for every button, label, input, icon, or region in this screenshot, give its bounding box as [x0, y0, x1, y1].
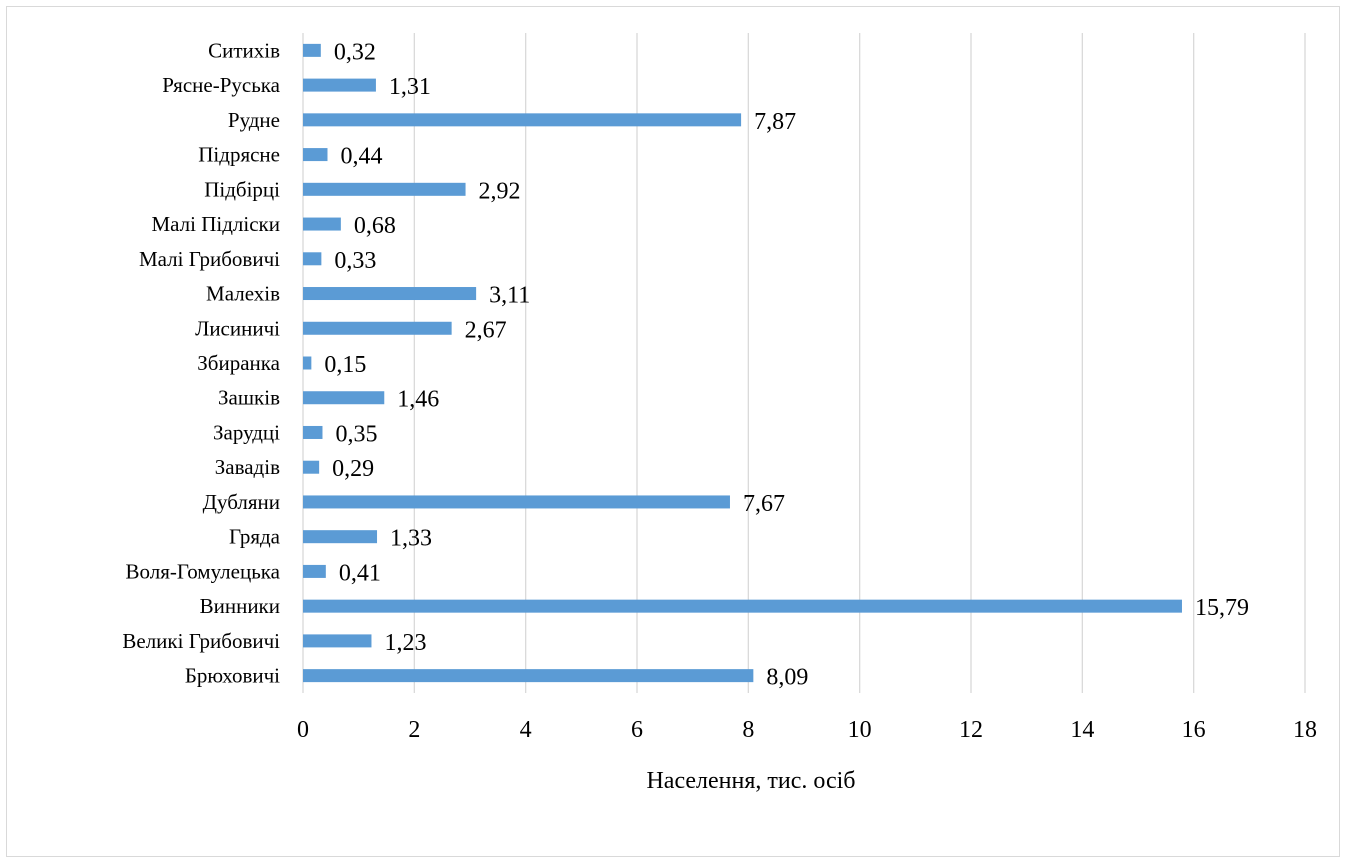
category-label: Підбірці [204, 177, 280, 201]
category-label: Воля-Гомулецька [126, 559, 281, 583]
value-label: 1,46 [397, 387, 439, 413]
value-label: 0,41 [339, 560, 381, 586]
chart-frame [6, 6, 1340, 857]
x-tick-label: 8 [742, 717, 754, 743]
value-label: 0,35 [335, 421, 377, 447]
value-label: 3,11 [489, 283, 530, 309]
category-label: Малі Грибовичі [139, 247, 280, 271]
bar [303, 78, 376, 92]
bar [303, 321, 452, 335]
value-label: 2,67 [465, 317, 507, 343]
category-label: Малехів [206, 282, 280, 306]
gridlines [302, 33, 1306, 693]
value-label: 1,33 [390, 526, 432, 552]
x-tick-label: 18 [1293, 717, 1317, 743]
category-labels: Ситихів Рясне-Руська Рудне Підрясне Підбірці… [122, 38, 280, 687]
value-label: 0,29 [332, 456, 374, 482]
bar [303, 113, 742, 127]
value-label: 7,67 [743, 491, 785, 517]
x-tick-label: 0 [297, 717, 309, 743]
value-label: 1,31 [389, 74, 431, 100]
category-label: Лисиничі [195, 316, 280, 340]
bar [303, 634, 372, 648]
bar [303, 564, 326, 578]
x-tick-label: 6 [631, 717, 643, 743]
category-label: Рудне [228, 108, 280, 132]
category-label: Великі Грибовичі [122, 629, 280, 653]
x-axis-title: Населення, тис. осіб [646, 768, 855, 794]
value-label: 0,33 [334, 248, 376, 274]
bar [303, 287, 477, 301]
bar [303, 599, 1182, 613]
category-label: Ситихів [208, 38, 280, 62]
value-label: 2,92 [479, 178, 521, 204]
category-label: Підрясне [198, 143, 280, 167]
category-label: Дубляни [203, 490, 280, 514]
value-label: 15,79 [1195, 595, 1249, 621]
value-label: 0,15 [324, 352, 366, 378]
bar [303, 425, 323, 439]
x-tick-label: 14 [1070, 717, 1094, 743]
category-label: Збиранка [197, 351, 280, 375]
bar [303, 391, 385, 405]
bar [303, 217, 341, 231]
category-label: Винники [200, 594, 280, 618]
x-tick-label: 12 [959, 717, 983, 743]
x-tick-label: 2 [408, 717, 420, 743]
category-label: Брюховичі [185, 664, 280, 688]
bar [303, 495, 730, 509]
bars [303, 43, 1182, 683]
value-label: 7,87 [754, 109, 796, 135]
category-label: Малі Підліски [151, 212, 280, 236]
category-label: Зашків [218, 386, 280, 410]
bar [303, 530, 378, 544]
value-label: 1,23 [384, 630, 426, 656]
category-label: Рясне-Руська [162, 73, 280, 97]
bar [303, 356, 312, 370]
value-labels: 0,32 1,31 7,87 0,44 2,92 0,68 0,33 3,11 2,67 0,15… [324, 39, 1249, 690]
category-label: Завадів [215, 455, 280, 479]
category-label: Зарудці [213, 420, 280, 444]
bar [303, 43, 321, 57]
bar [303, 148, 328, 162]
bar [303, 252, 322, 266]
value-label: 0,44 [340, 144, 382, 170]
x-tick-label: 10 [848, 717, 872, 743]
x-tick-label: 4 [520, 717, 532, 743]
bar [303, 669, 754, 683]
value-label: 0,68 [354, 213, 396, 239]
bar [303, 182, 466, 196]
x-tick-label: 16 [1182, 717, 1206, 743]
value-label: 8,09 [766, 665, 808, 691]
bar [303, 460, 320, 474]
category-label: Гряда [229, 525, 281, 549]
value-label: 0,32 [334, 39, 376, 65]
x-tick-labels: 0 2 4 6 8 10 12 14 16 18 [297, 717, 1317, 743]
